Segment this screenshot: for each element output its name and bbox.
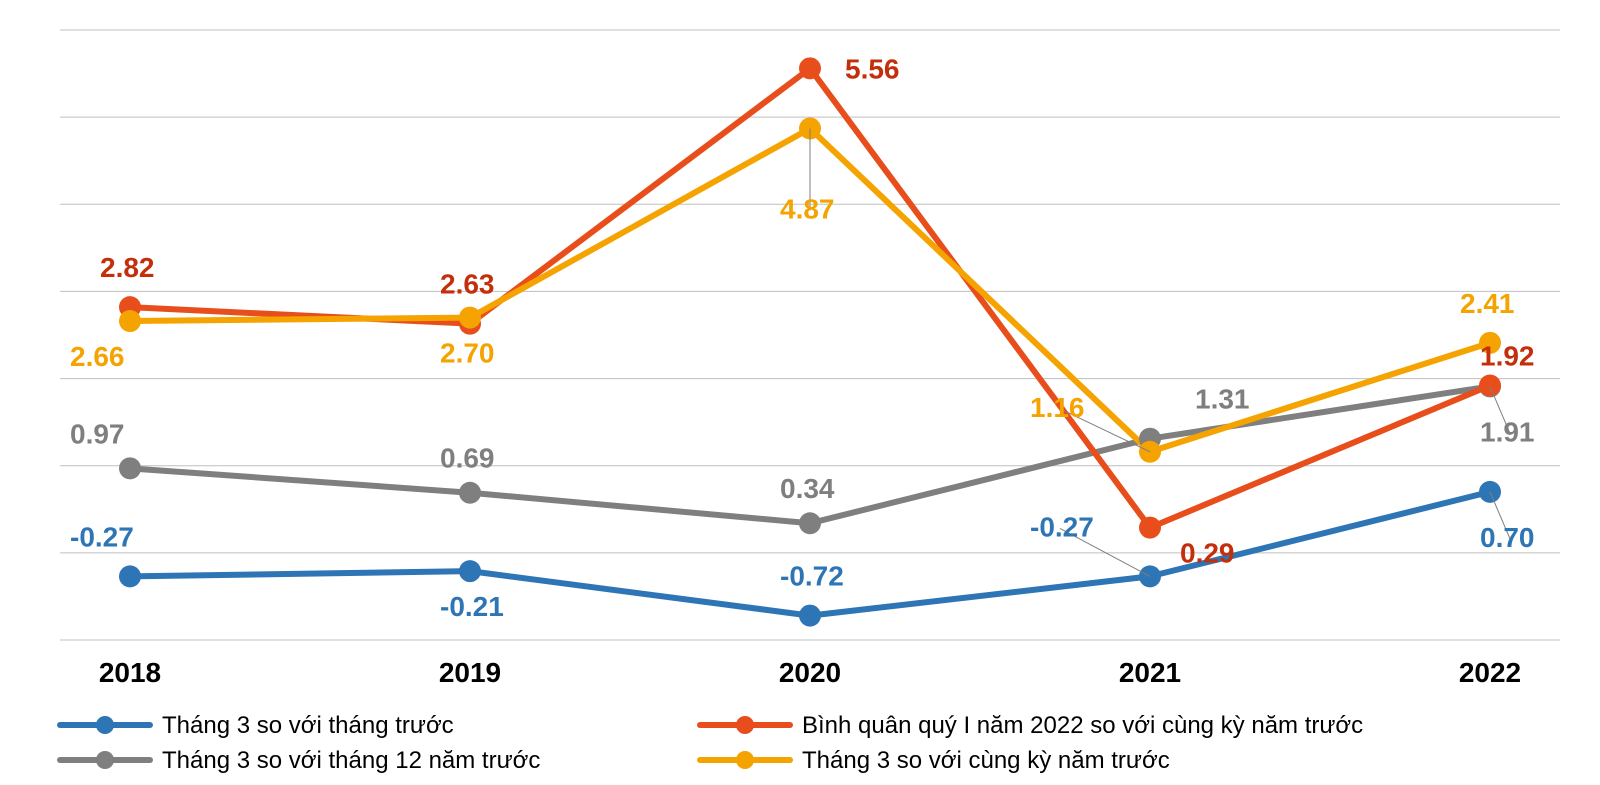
- marker-s_blue: [459, 560, 481, 582]
- marker-s_yellow: [459, 307, 481, 329]
- data-label-s_yellow: 2.70: [440, 338, 495, 369]
- data-label-s_blue: -0.21: [440, 591, 504, 622]
- data-label-s_gray: 1.31: [1195, 384, 1250, 415]
- legend-label-s_orange: Bình quân quý I năm 2022 so với cùng kỳ …: [802, 712, 1363, 739]
- data-label-s_gray: 0.69: [440, 443, 495, 474]
- marker-s_blue: [799, 605, 821, 627]
- legend-label-s_yellow: Tháng 3 so với cùng kỳ năm trước: [802, 747, 1170, 774]
- data-label-s_yellow: 2.66: [70, 341, 125, 372]
- data-label-s_blue: -0.27: [1030, 511, 1094, 542]
- data-label-s_orange: 2.63: [440, 269, 495, 300]
- marker-s_gray: [119, 457, 141, 479]
- marker-s_orange: [1139, 517, 1161, 539]
- marker-s_blue: [119, 565, 141, 587]
- legend-marker-s_blue: [96, 716, 114, 734]
- legend-marker-s_gray: [96, 751, 114, 769]
- marker-s_yellow: [119, 310, 141, 332]
- legend-marker-s_yellow: [736, 751, 754, 769]
- data-label-s_orange: 2.82: [100, 252, 155, 283]
- series-line-s_blue: [130, 492, 1490, 616]
- data-label-s_blue: 0.70: [1480, 522, 1535, 553]
- x-axis-label: 2019: [439, 657, 501, 688]
- x-axis-label: 2018: [99, 657, 161, 688]
- data-label-s_orange: 0.29: [1180, 538, 1235, 569]
- data-label-s_blue: -0.72: [780, 561, 844, 592]
- line-chart: -0.27 -0.21 -0.72 -0.27 0.70 0.97 0.69 0.34 1.31…: [0, 0, 1600, 785]
- legend-marker-s_orange: [736, 716, 754, 734]
- data-label-s_gray: 1.91: [1480, 416, 1535, 447]
- marker-s_gray: [459, 482, 481, 504]
- data-label-s_blue: -0.27: [70, 521, 134, 552]
- chart-svg: -0.27 -0.21 -0.72 -0.27 0.70 0.97 0.69 0.34 1.31…: [0, 0, 1600, 785]
- marker-s_orange: [799, 57, 821, 79]
- legend-label-s_gray: Tháng 3 so với tháng 12 năm trước: [162, 747, 540, 774]
- data-label-s_yellow: 4.87: [780, 193, 835, 224]
- marker-s_gray: [799, 512, 821, 534]
- data-label-s_orange: 5.56: [845, 53, 900, 84]
- data-label-s_yellow: 2.41: [1460, 288, 1515, 319]
- data-label-s_orange: 1.92: [1480, 341, 1535, 372]
- x-axis-label: 2022: [1459, 657, 1521, 688]
- data-label-s_yellow: 1.16: [1030, 392, 1085, 423]
- marker-s_orange: [1479, 375, 1501, 397]
- x-axis-label: 2020: [779, 657, 841, 688]
- data-label-s_gray: 0.34: [780, 473, 835, 504]
- legend-label-s_blue: Tháng 3 so với tháng trước: [162, 712, 454, 739]
- data-label-s_gray: 0.97: [70, 418, 125, 449]
- x-axis-label: 2021: [1119, 657, 1181, 688]
